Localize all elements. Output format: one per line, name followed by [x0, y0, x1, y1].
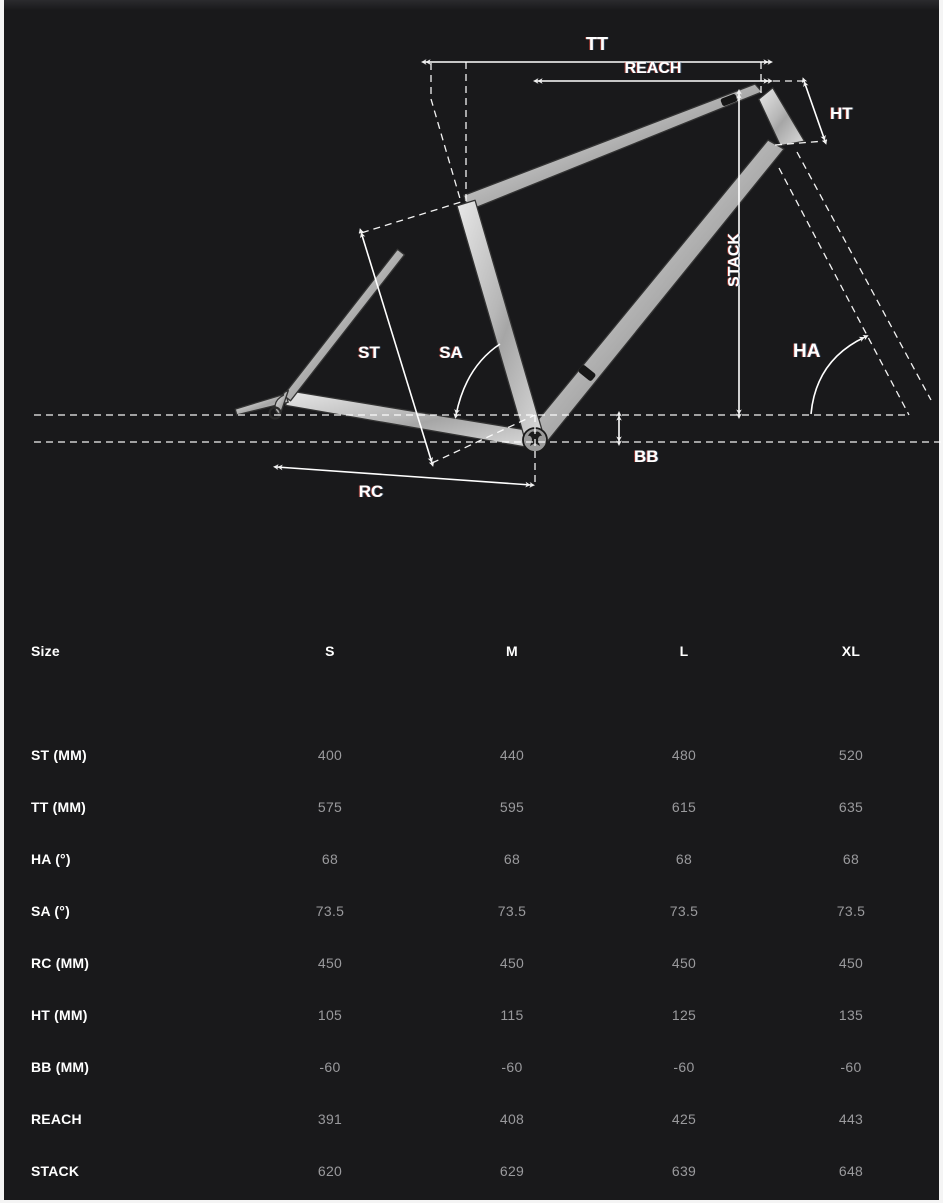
svg-text:ST: ST [358, 343, 380, 362]
svg-text:RC: RC [359, 482, 384, 501]
svg-text:TT: TT [586, 34, 608, 54]
svg-text:HA: HA [793, 341, 821, 362]
svg-text:SA: SA [439, 343, 463, 362]
svg-text:REACH: REACH [625, 60, 682, 77]
svg-text:STACK: STACK [726, 233, 743, 287]
svg-text:BB: BB [634, 447, 659, 466]
svg-text:HT: HT [830, 104, 853, 123]
